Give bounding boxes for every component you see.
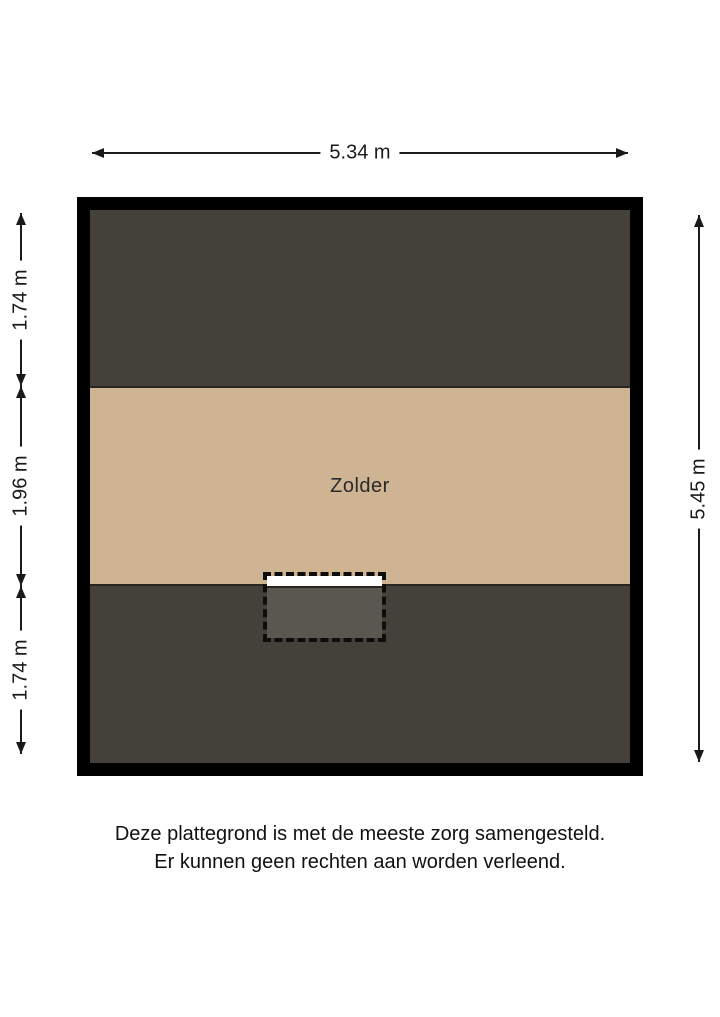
- roof-slope-top: [90, 210, 630, 386]
- dimension-right: 5.45 m: [686, 215, 712, 762]
- dimension-left-top: 1.74 m: [8, 213, 34, 386]
- room-label: Zolder: [330, 474, 390, 497]
- dimension-top: 5.34 m: [92, 140, 628, 166]
- dimension-left-middle: 1.96 m: [8, 386, 34, 586]
- arrow-right-icon: [616, 148, 628, 158]
- arrow-down-icon: [694, 750, 704, 762]
- disclaimer-line-1: Deze plattegrond is met de meeste zorg s…: [114, 823, 606, 845]
- dimension-left-bottom-label: 1.74 m: [8, 630, 34, 710]
- disclaimer-line-2: Er kunnen geen rechten aan worden verlee…: [154, 851, 566, 873]
- stair-opening-floor-patch: [267, 586, 382, 638]
- arrow-down-icon: [16, 574, 26, 586]
- arrow-up-icon: [694, 215, 704, 227]
- dimension-top-label: 5.34 m: [320, 140, 400, 166]
- floorplan-outline: Zolder: [77, 197, 643, 776]
- dimension-left-bottom: 1.74 m: [8, 586, 34, 754]
- floorplan-regions: Zolder: [90, 210, 630, 763]
- dimension-right-label: 5.45 m: [686, 448, 712, 529]
- arrow-down-icon: [16, 742, 26, 754]
- stair-opening-white-band: [267, 576, 382, 586]
- arrow-down-icon: [16, 374, 26, 386]
- attic-floor: Zolder: [90, 386, 630, 586]
- dimension-left-top-label: 1.74 m: [8, 259, 34, 340]
- arrow-up-icon: [16, 386, 26, 398]
- arrow-up-icon: [16, 213, 26, 225]
- arrow-left-icon: [92, 148, 104, 158]
- dimension-left-middle-label: 1.96 m: [8, 446, 34, 526]
- arrow-up-icon: [16, 586, 26, 598]
- stair-opening: [263, 572, 386, 642]
- disclaimer: Deze plattegrond is met de meeste zorg s…: [0, 820, 720, 876]
